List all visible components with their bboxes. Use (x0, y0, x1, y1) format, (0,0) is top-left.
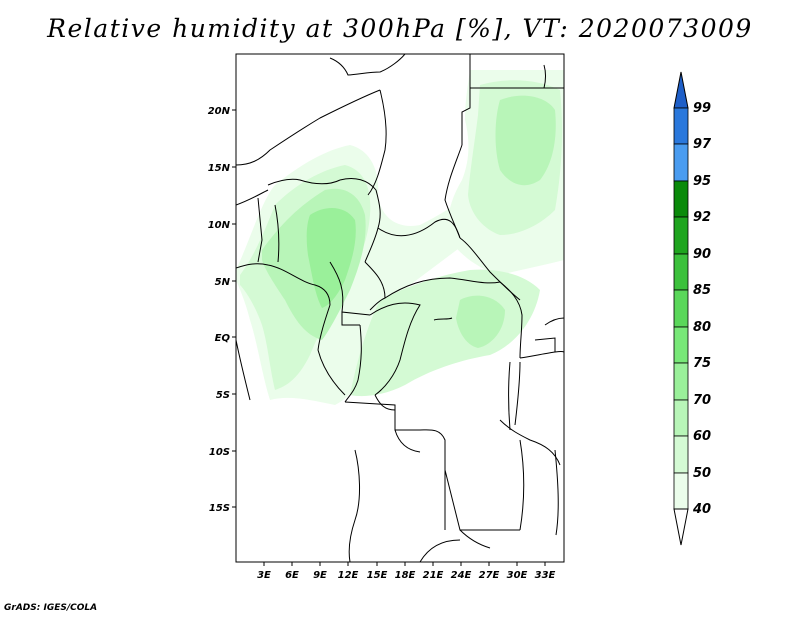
lat-tick-label: EQ (215, 333, 231, 344)
country-borders (236, 54, 564, 562)
lon-tick-label: 21E (423, 570, 444, 581)
lat-tick-label: 15S (209, 503, 230, 514)
lat-tick-label: 5N (215, 277, 231, 288)
lat-tick-label: 10N (208, 220, 231, 231)
lon-tick-label: 6E (285, 570, 299, 581)
lat-tick-label: 15N (208, 163, 231, 174)
lon-tick-label: 18E (395, 570, 416, 581)
lon-tick-label: 3E (257, 570, 271, 581)
chart-title: Relative humidity at 300hPa [%], VT: 202… (47, 14, 753, 43)
colorbar-label: 80 (693, 320, 711, 335)
colorbar-segment (673, 180, 689, 218)
colorbar-segment (673, 399, 689, 437)
colorbar-label: 97 (693, 137, 712, 152)
humidity-lakes-core (456, 295, 505, 348)
colorbar-label: 70 (693, 393, 711, 408)
lon-tick-label: 27E (479, 570, 500, 581)
lat-tick-label: 10S (209, 447, 230, 458)
colorbar-label: 92 (693, 210, 711, 225)
colorbar-segment (673, 253, 689, 291)
humidity-central-peak (306, 208, 356, 308)
colorbar: 99 97 95 92 90 85 80 75 70 60 50 40 (673, 71, 712, 546)
colorbar-label: 75 (693, 356, 711, 371)
humidity-northeast-core (495, 95, 556, 186)
colorbar-label: 40 (692, 502, 711, 517)
humidity-fields (236, 70, 564, 405)
map-frame (235, 53, 565, 563)
lon-tick-label: 30E (507, 570, 528, 581)
colorbar-segment (673, 143, 689, 182)
colorbar-label: 99 (693, 101, 711, 116)
colorbar-bottom-arrow (673, 508, 689, 546)
lat-tick-label: 20N (208, 106, 231, 117)
colorbar-segment (673, 435, 689, 474)
lon-axis: 3E 6E 9E 12E 15E 18E 21E 24E 27E 30E 33E (257, 562, 556, 581)
colorbar-label: 95 (693, 174, 711, 189)
colorbar-segment (673, 107, 689, 145)
colorbar-segment (673, 362, 689, 401)
credit-label: GrADS: IGES/COLA (4, 603, 98, 613)
colorbar-top-arrow (673, 71, 689, 109)
lat-axis: 20N 15N 10N 5N EQ 5S 10S 15S (208, 106, 236, 514)
colorbar-segment (673, 472, 689, 510)
colorbar-label: 85 (693, 283, 711, 298)
colorbar-label: 60 (693, 429, 711, 444)
colorbar-label: 50 (693, 466, 711, 481)
colorbar-segment (673, 216, 689, 255)
lon-tick-label: 33E (535, 570, 556, 581)
colorbar-segment (673, 326, 689, 364)
colorbar-label: 90 (693, 247, 711, 262)
lat-tick-label: 5S (216, 390, 230, 401)
lon-tick-label: 9E (313, 570, 327, 581)
lon-tick-label: 15E (367, 570, 388, 581)
lon-tick-label: 12E (338, 570, 359, 581)
colorbar-segment (673, 289, 689, 328)
lon-tick-label: 24E (451, 570, 472, 581)
